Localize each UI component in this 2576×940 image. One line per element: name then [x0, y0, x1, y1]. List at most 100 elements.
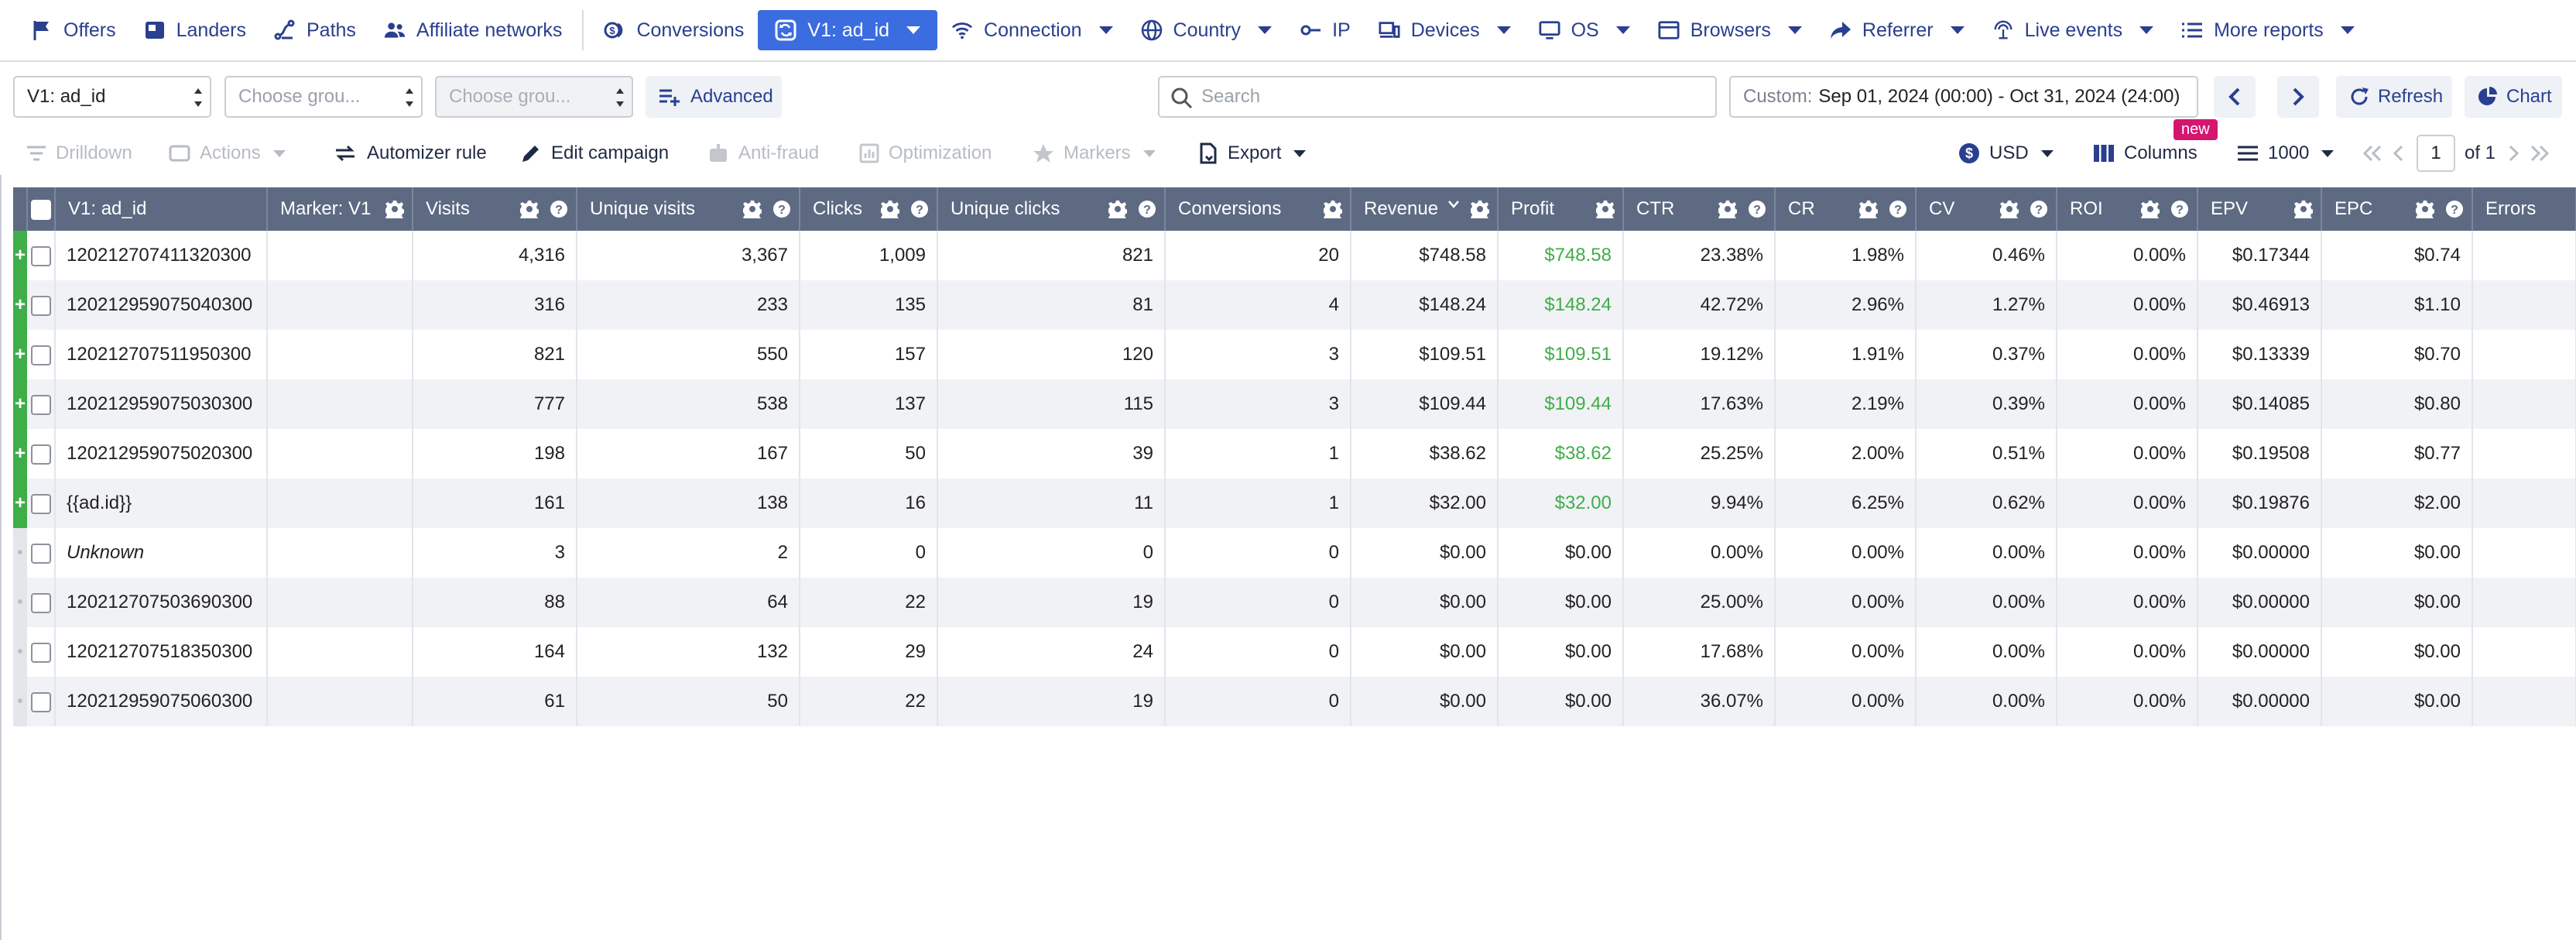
nav-item-os[interactable]: OS: [1525, 10, 1644, 50]
nav-item-referrer[interactable]: Referrer: [1816, 10, 1978, 50]
table-row[interactable]: • 120212707503690300 88 64 22 19 0 $0.00 $0.00 25…: [13, 578, 2576, 627]
help-icon[interactable]: ?: [772, 200, 791, 218]
gear-icon[interactable]: [881, 200, 899, 218]
expand-row-icon[interactable]: +: [13, 379, 27, 429]
help-icon[interactable]: ?: [1889, 200, 1907, 218]
help-icon[interactable]: ?: [550, 200, 568, 218]
nav-item-affiliate-networks[interactable]: Affiliate networks: [370, 10, 577, 50]
first-page-icon[interactable]: [2361, 144, 2384, 163]
table-row[interactable]: • 120212959075060300 61 50 22 19 0 $0.00 $0.00 36…: [13, 677, 2576, 726]
column-header-conversions[interactable]: Conversions: [1165, 187, 1351, 231]
chart-button[interactable]: Chart: [2465, 76, 2562, 118]
table-row[interactable]: +120212707411320300 4,316 3,367 1,009 821 20 $…: [13, 231, 2576, 280]
help-icon[interactable]: ?: [910, 200, 929, 218]
column-header-epc[interactable]: EPC?: [2321, 187, 2473, 231]
advanced-button[interactable]: Advanced: [646, 76, 782, 118]
gear-icon[interactable]: [520, 200, 539, 218]
nav-item-country[interactable]: Country: [1127, 10, 1286, 50]
search-input[interactable]: Search: [1158, 76, 1717, 118]
select-all-checkbox[interactable]: [31, 199, 51, 220]
prev-period-button[interactable]: [2214, 76, 2256, 118]
rows-per-page-select[interactable]: 1000: [2237, 132, 2334, 175]
column-header-cv[interactable]: CV?: [1916, 187, 2057, 231]
gear-icon[interactable]: [2000, 200, 2019, 218]
nav-item-v1-ad-id[interactable]: V1: ad_id: [758, 10, 938, 50]
refresh-button[interactable]: Refresh: [2336, 76, 2452, 118]
gear-icon[interactable]: [1324, 200, 1342, 218]
gear-icon[interactable]: [1471, 200, 1489, 218]
nav-item-more-reports[interactable]: More reports: [2167, 10, 2369, 50]
group-select-3[interactable]: Choose grou...: [435, 76, 633, 118]
drilldown-button[interactable]: Drilldown: [26, 132, 132, 175]
expand-row-icon[interactable]: +: [13, 479, 27, 528]
column-header-visits[interactable]: Visits?: [413, 187, 577, 231]
row-checkbox[interactable]: [30, 394, 51, 415]
column-header-v1-ad-id[interactable]: V1: ad_id: [55, 187, 268, 231]
gear-icon[interactable]: [2141, 200, 2160, 218]
column-header-unique-visits[interactable]: Unique visits?: [577, 187, 800, 231]
export-button[interactable]: Export: [1198, 132, 1307, 175]
column-header-revenue[interactable]: Revenue: [1351, 187, 1499, 231]
help-icon[interactable]: ?: [1138, 200, 1156, 218]
table-row[interactable]: +120212959075040300 316 233 135 81 4 $148.24 $1…: [13, 280, 2576, 330]
sort-desc-icon[interactable]: [1447, 200, 1460, 218]
row-checkbox[interactable]: [30, 691, 51, 712]
date-range-select[interactable]: Custom: Sep 01, 2024 (00:00) - Oct 31, 2…: [1729, 76, 2198, 118]
last-page-icon[interactable]: [2528, 144, 2551, 163]
currency-select[interactable]: $ USD: [1958, 132, 2054, 175]
nav-item-browsers[interactable]: Browsers: [1644, 10, 1816, 50]
markers-button[interactable]: Markers: [1033, 132, 1156, 175]
nav-item-connection[interactable]: Connection: [937, 10, 1126, 50]
row-checkbox[interactable]: [30, 345, 51, 365]
edit-campaign-button[interactable]: Edit campaign: [520, 132, 669, 175]
group-select-2[interactable]: Choose grou...: [224, 76, 423, 118]
optimization-button[interactable]: Optimization: [859, 132, 992, 175]
gear-icon[interactable]: [1718, 200, 1737, 218]
column-header-clicks[interactable]: Clicks?: [800, 187, 938, 231]
nav-item-conversions[interactable]: $ Conversions: [590, 10, 758, 50]
help-icon[interactable]: ?: [2030, 200, 2048, 218]
nav-item-landers[interactable]: Landers: [130, 10, 260, 50]
nav-item-devices[interactable]: Devices: [1365, 10, 1525, 50]
table-row[interactable]: +120212707511950300 821 550 157 120 3 $109.51 $…: [13, 330, 2576, 379]
column-header-marker-v1[interactable]: Marker: V1: [267, 187, 413, 231]
group-select-1[interactable]: V1: ad_id: [13, 76, 211, 118]
row-checkbox[interactable]: [30, 493, 51, 514]
gear-icon[interactable]: [1859, 200, 1878, 218]
column-header-roi[interactable]: ROI?: [2057, 187, 2198, 231]
table-row[interactable]: • Unknown 3 2 0 0 0 $0.00 $0.00 0.00% 0.00% 0.00% 0.…: [13, 528, 2576, 578]
column-header-errors[interactable]: Errors: [2472, 187, 2576, 231]
row-checkbox[interactable]: [30, 592, 51, 613]
help-icon[interactable]: ?: [1748, 200, 1766, 218]
gear-icon[interactable]: [1108, 200, 1127, 218]
next-period-button[interactable]: [2277, 76, 2319, 118]
row-checkbox[interactable]: [30, 245, 51, 266]
expand-row-icon[interactable]: +: [13, 330, 27, 379]
help-icon[interactable]: ?: [2445, 200, 2464, 218]
expand-row-icon[interactable]: +: [13, 231, 27, 280]
gear-icon[interactable]: [743, 200, 762, 218]
columns-button[interactable]: Columns: [2093, 132, 2197, 175]
page-input[interactable]: 1: [2417, 135, 2455, 172]
column-header-unique-clicks[interactable]: Unique clicks?: [937, 187, 1166, 231]
table-row[interactable]: +120212959075030300 777 538 137 115 3 $109.44 $…: [13, 379, 2576, 429]
nav-item-paths[interactable]: Paths: [260, 10, 370, 50]
gear-icon[interactable]: [385, 200, 404, 218]
row-checkbox[interactable]: [30, 543, 51, 564]
nav-item-ip[interactable]: IP: [1286, 10, 1365, 50]
automizer-rule-button[interactable]: Automizer rule: [333, 132, 487, 175]
gear-icon[interactable]: [2416, 200, 2434, 218]
column-header-epv[interactable]: EPV: [2197, 187, 2322, 231]
gear-icon[interactable]: [1596, 200, 1615, 218]
row-checkbox[interactable]: [30, 444, 51, 465]
prev-page-icon[interactable]: [2392, 144, 2406, 163]
next-page-icon[interactable]: [2506, 144, 2520, 163]
expand-row-icon[interactable]: +: [13, 280, 27, 330]
table-row[interactable]: + {{ad.id}} 161 138 16 11 1 $32.00 $32.00 9.94% 6.…: [13, 479, 2576, 528]
table-row[interactable]: +120212959075020300 198 167 50 39 1 $38.62 $38.…: [13, 429, 2576, 479]
column-header-profit[interactable]: Profit: [1498, 187, 1624, 231]
column-header-ctr[interactable]: CTR?: [1623, 187, 1776, 231]
anti-fraud-button[interactable]: Anti-fraud: [707, 132, 819, 175]
help-icon[interactable]: ?: [2170, 200, 2189, 218]
row-checkbox[interactable]: [30, 642, 51, 663]
